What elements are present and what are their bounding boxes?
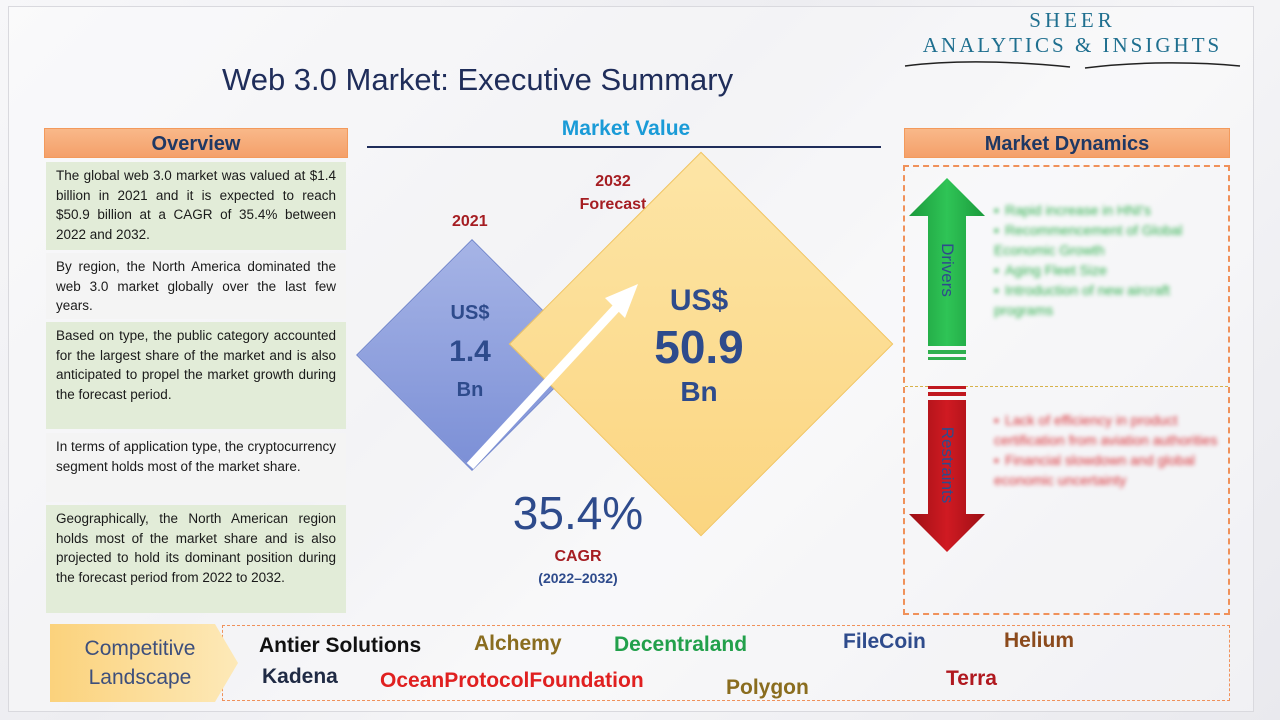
label-2032-forecast-text: Forecast	[579, 196, 647, 213]
company-kadena: Kadena	[262, 665, 338, 688]
market-value-divider	[367, 146, 881, 148]
logo-line-2: ANALYTICS & INSIGHTS	[922, 33, 1223, 57]
driver-item: Aging Fleet Size	[994, 260, 1219, 280]
page-title: Web 3.0 Market: Executive Summary	[222, 62, 734, 97]
restraint-item: Lack of efficiency in product certificat…	[994, 410, 1219, 450]
value-2032-unit: Bn	[680, 376, 718, 407]
competitive-landscape-label: Competitive Landscape	[62, 634, 218, 692]
company-terra: Terra	[946, 667, 997, 690]
drivers-list: Rapid increase in HNI's Recommencement o…	[994, 200, 1219, 320]
restraints-list: Lack of efficiency in product certificat…	[994, 410, 1219, 490]
company-filecoin: FileCoin	[843, 630, 926, 653]
restraints-down-arrow-icon	[909, 386, 985, 552]
value-2021: US$ 1.4 Bn	[420, 302, 520, 402]
overview-paragraph-3: Based on type, the public category accou…	[46, 322, 346, 429]
drivers-up-arrow-icon	[909, 178, 985, 360]
cagr-period: (2022–2032)	[538, 570, 618, 586]
value-2032-number: 50.9	[654, 321, 744, 373]
driver-item: Introduction of new aircraft programs	[994, 280, 1219, 320]
company-ocean-protocol-foundation: OceanProtocolFoundation	[380, 669, 644, 692]
overview-header: Overview	[44, 128, 348, 158]
market-dynamics-box	[903, 165, 1230, 615]
value-2032-currency: US$	[669, 284, 729, 317]
restraints-label: Restraints	[938, 426, 957, 504]
value-2021-unit: Bn	[456, 379, 484, 401]
label-2032-forecast: 2032 Forecast	[570, 170, 656, 216]
value-2021-number: 1.4	[449, 335, 491, 368]
company-polygon: Polygon	[726, 676, 809, 699]
value-2021-currency: US$	[450, 302, 490, 324]
company-helium: Helium	[1004, 629, 1075, 652]
dynamics-divider	[905, 386, 1228, 387]
driver-item: Recommencement of Global Economic Growth	[994, 220, 1219, 260]
driver-item: Rapid increase in HNI's	[994, 200, 1219, 220]
overview-paragraph-1: The global web 3.0 market was valued at …	[46, 162, 346, 250]
growth-arrow-icon	[466, 284, 638, 470]
cagr-value: 35.4%	[512, 487, 644, 539]
drivers-label: Drivers	[938, 243, 957, 297]
cagr-label: CAGR	[554, 548, 602, 565]
overview-paragraph-5: Geographically, the North American regio…	[46, 505, 346, 613]
company-antier-solutions: Antier Solutions	[259, 634, 422, 657]
company-alchemy: Alchemy	[474, 632, 562, 655]
value-2032: US$ 50.9 Bn	[629, 284, 769, 408]
logo-swoosh-icon	[904, 61, 1241, 69]
overview-paragraph-2: By region, the North America dominated t…	[46, 253, 346, 319]
market-dynamics-header: Market Dynamics	[904, 128, 1230, 158]
competitive-label-line-2: Landscape	[88, 666, 192, 689]
competitive-label-line-1: Competitive	[84, 637, 196, 660]
company-logo: SHEER ANALYTICS & INSIGHTS	[900, 8, 1245, 70]
company-decentraland: Decentraland	[614, 633, 748, 656]
restraint-item: Financial slowdown and global economic u…	[994, 450, 1219, 490]
market-value-title: Market Value	[561, 117, 691, 140]
overview-paragraph-4: In terms of application type, the crypto…	[46, 433, 346, 502]
label-2021: 2021	[452, 213, 488, 230]
competitive-landscape-chevron-icon	[50, 624, 238, 702]
label-2032-year: 2032	[595, 173, 631, 190]
logo-line-1: SHEER	[1029, 8, 1116, 32]
